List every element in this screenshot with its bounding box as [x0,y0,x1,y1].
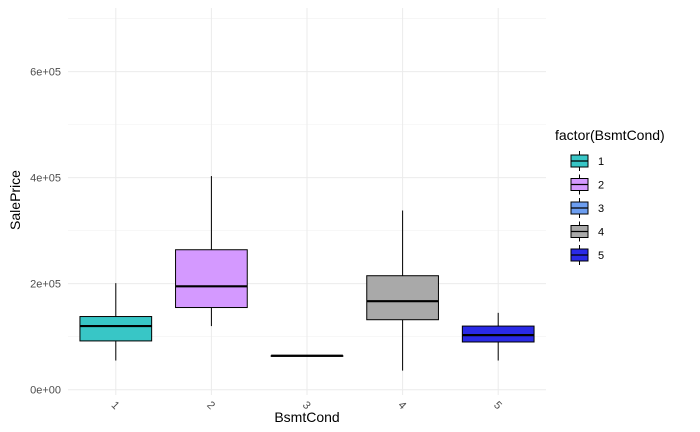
x-axis-title: BsmtCond [274,409,339,425]
legend-label: 2 [598,180,604,192]
y-tick-label: 2e+05 [30,279,61,291]
y-tick-label: 0e+00 [30,385,61,397]
y-axis-title: SalePrice [7,170,23,230]
x-tick-label: 2 [204,399,217,412]
x-tick-label: 1 [109,399,122,412]
box-2 [175,176,248,327]
box-3 [270,354,344,357]
box-1 [79,283,153,361]
legend-title: factor(BsmtCond) [555,127,665,143]
legend-item-3: 3 [570,198,604,218]
y-tick-label: 4e+05 [30,173,61,185]
legend-item-2: 2 [570,174,604,195]
x-tick-label: 5 [491,399,504,412]
legend-label: 1 [598,156,604,168]
y-tick-label: 6e+05 [30,67,61,79]
box-5 [461,312,535,361]
box-4 [366,210,439,371]
legend-item-1: 1 [570,151,604,171]
y-axis-ticks: 0e+00 2e+05 4e+05 6e+05 [30,67,61,397]
box-body [79,316,153,342]
box-group [79,176,535,371]
legend-item-4: 4 [570,221,604,242]
legend-label: 3 [598,203,604,215]
legend-label: 4 [598,227,604,239]
box-body [366,275,439,321]
box-body [175,249,248,309]
legend: factor(BsmtCond) 1 2 3 4 5 [555,127,665,265]
legend-label: 5 [598,250,604,262]
x-tick-label: 4 [395,399,408,412]
legend-item-5: 5 [570,245,604,265]
